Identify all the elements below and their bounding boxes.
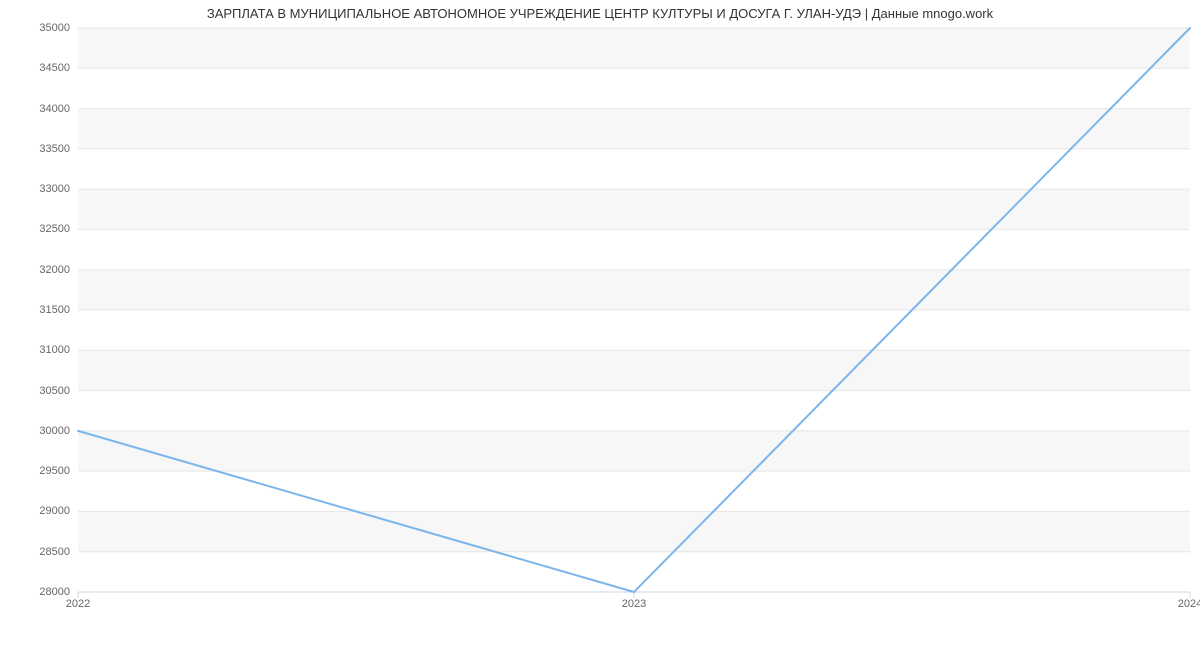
y-tick-label: 30500 (39, 385, 78, 397)
plot-area: 2800028500290002950030000305003100031500… (78, 28, 1190, 592)
y-tick-label: 34500 (39, 62, 78, 74)
y-tick-label: 33000 (39, 183, 78, 195)
y-tick-label: 30000 (39, 425, 78, 437)
y-tick-label: 32500 (39, 223, 78, 235)
y-tick-label: 32000 (39, 264, 78, 276)
line-chart: ЗАРПЛАТА В МУНИЦИПАЛЬНОЕ АВТОНОМНОЕ УЧРЕ… (0, 0, 1200, 650)
x-tick-label: 2022 (66, 592, 90, 610)
y-tick-label: 29000 (39, 505, 78, 517)
x-tick-label: 2023 (622, 592, 646, 610)
y-tick-label: 33500 (39, 143, 78, 155)
y-tick-label: 34000 (39, 103, 78, 115)
y-tick-label: 31000 (39, 344, 78, 356)
y-tick-label: 29500 (39, 465, 78, 477)
chart-title: ЗАРПЛАТА В МУНИЦИПАЛЬНОЕ АВТОНОМНОЕ УЧРЕ… (0, 6, 1200, 21)
plot-svg (78, 28, 1190, 592)
y-tick-label: 28500 (39, 546, 78, 558)
y-tick-label: 35000 (39, 22, 78, 34)
y-tick-label: 31500 (39, 304, 78, 316)
x-tick-label: 2024 (1178, 592, 1200, 610)
